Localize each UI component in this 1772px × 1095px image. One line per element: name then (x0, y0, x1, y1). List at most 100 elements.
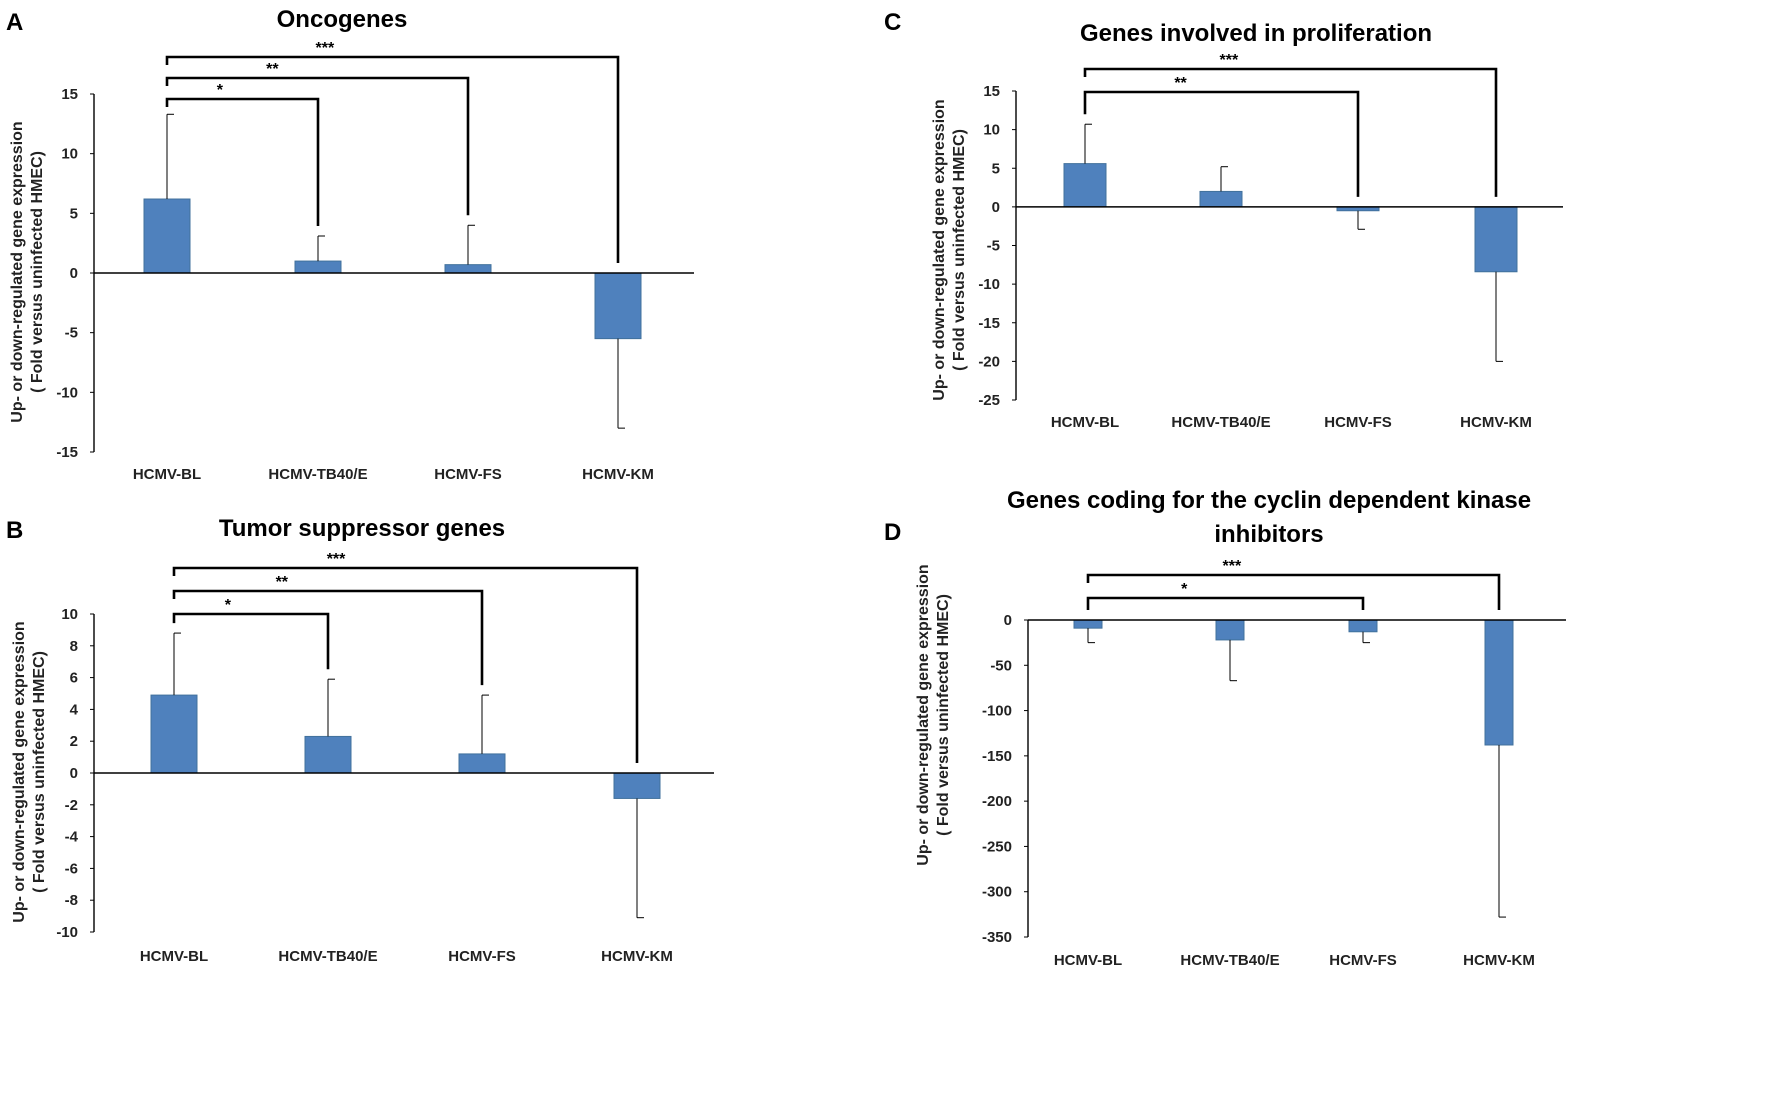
y-axis-label-line2: ( Fold versus uninfected HMEC) (951, 129, 968, 371)
chart-panel-b: Tumor suppressor genes Up- or down-regul… (11, 515, 714, 965)
bar-hcmv-bl (143, 198, 191, 274)
bar-hcmv-km (1484, 619, 1514, 746)
chart-title-line2: inhibitors (1214, 521, 1323, 548)
panel-letter-d: D (884, 519, 901, 546)
y-tick-label: 0 (70, 265, 78, 282)
x-category-label: HCMV-FS (1324, 414, 1392, 431)
bar-hcmv-tb40-e (304, 735, 352, 774)
y-tick-label: -300 (982, 884, 1012, 901)
significance-bracket (1083, 67, 1498, 197)
y-axis-label-line2: ( Fold versus uninfected HMEC) (29, 151, 46, 393)
y-axis-label-line1: Up- or down-regulated gene expression (915, 564, 932, 865)
significance-label: * (217, 82, 224, 99)
y-tick-label: 15 (61, 86, 78, 103)
y-tick-label: -100 (982, 703, 1012, 720)
bar-hcmv-tb40-e (1215, 619, 1245, 641)
y-tick-label: -5 (987, 238, 1000, 255)
y-tick-label: -2 (65, 797, 78, 814)
bar-hcmv-bl (150, 694, 198, 774)
y-tick-label: -15 (56, 444, 78, 461)
significance-label: ** (1174, 75, 1187, 92)
y-tick-label: 0 (992, 199, 1000, 216)
x-category-label: HCMV-KM (1460, 414, 1532, 431)
y-axis-label-line1: Up- or down-regulated gene expression (11, 621, 28, 922)
y-axis-label-line1: Up- or down-regulated gene expression (9, 121, 26, 422)
significance-bracket (1086, 596, 1365, 610)
bar-hcmv-bl (1063, 163, 1107, 208)
y-tick-label: -8 (65, 892, 78, 909)
y-tick-label: -25 (978, 392, 1000, 409)
significance-label: * (225, 597, 232, 614)
chart-title: Tumor suppressor genes (219, 515, 505, 542)
y-axis-label-line2: ( Fold versus uninfected HMEC) (31, 651, 48, 893)
significance-bracket (165, 97, 320, 227)
y-tick-label: -5 (65, 325, 78, 342)
y-tick-label: -4 (65, 829, 79, 846)
y-tick-label: -10 (56, 924, 78, 941)
panel-letter-c: C (884, 9, 901, 36)
y-tick-label: -350 (982, 929, 1012, 946)
bar-hcmv-bl (1073, 619, 1103, 629)
y-tick-label: -200 (982, 793, 1012, 810)
significance-bracket (165, 55, 620, 263)
chart-panel-a: Oncogenes Up- or down-regulated gene exp… (9, 6, 694, 483)
bar-hcmv-km (594, 272, 642, 340)
x-category-label: HCMV-TB40/E (278, 948, 377, 965)
significance-bracket (172, 566, 639, 763)
y-tick-label: 4 (70, 701, 79, 718)
y-tick-label: -10 (978, 276, 1000, 293)
x-category-label: HCMV-BL (1054, 952, 1122, 969)
panel-letter-b: B (6, 517, 23, 544)
significance-bracket (172, 612, 330, 670)
y-tick-label: -250 (982, 838, 1012, 855)
significance-label: * (1181, 581, 1188, 598)
x-category-label: HCMV-BL (133, 466, 201, 483)
y-tick-label: 10 (983, 122, 1000, 139)
y-tick-label: 15 (983, 83, 1000, 100)
y-tick-label: 2 (70, 733, 78, 750)
chart-title: Oncogenes (277, 6, 408, 33)
chart-panel-d: Genes coding for the cyclin dependent ki… (915, 487, 1566, 969)
x-category-label: HCMV-TB40/E (1180, 952, 1279, 969)
x-category-label: HCMV-KM (582, 466, 654, 483)
significance-label: *** (327, 551, 346, 568)
significance-bracket (1083, 90, 1360, 197)
bar-hcmv-tb40-e (294, 260, 342, 274)
y-axis-label-line2: ( Fold versus uninfected HMEC) (935, 594, 952, 836)
x-category-label: HCMV-FS (1329, 952, 1397, 969)
y-tick-label: 5 (992, 160, 1000, 177)
bar-hcmv-km (1474, 206, 1518, 273)
y-tick-label: 6 (70, 670, 78, 687)
significance-label: *** (1220, 52, 1239, 69)
significance-label: *** (316, 40, 335, 57)
significance-label: ** (276, 574, 289, 591)
bar-hcmv-tb40-e (1199, 190, 1243, 208)
x-category-label: HCMV-FS (434, 466, 502, 483)
x-category-label: HCMV-BL (140, 948, 208, 965)
panel-letter-a: A (6, 9, 23, 36)
bar-hcmv-fs (458, 753, 506, 774)
bar-hcmv-fs (444, 264, 492, 274)
significance-label: *** (1223, 558, 1242, 575)
y-tick-label: 0 (1004, 612, 1012, 629)
x-category-label: HCMV-KM (1463, 952, 1535, 969)
significance-bracket (1086, 573, 1501, 610)
y-tick-label: 0 (70, 765, 78, 782)
y-tick-label: -10 (56, 384, 78, 401)
y-tick-label: 10 (61, 146, 78, 163)
significance-bracket (172, 589, 484, 686)
x-category-label: HCMV-TB40/E (268, 466, 367, 483)
chart-title-line1: Genes coding for the cyclin dependent ki… (1007, 487, 1531, 514)
y-tick-label: -6 (65, 860, 78, 877)
y-axis-label-line1: Up- or down-regulated gene expression (931, 99, 948, 400)
significance-bracket (165, 76, 470, 216)
x-category-label: HCMV-TB40/E (1171, 414, 1270, 431)
bar-hcmv-km (613, 772, 661, 799)
y-tick-label: 10 (61, 606, 78, 623)
y-tick-label: 8 (70, 638, 78, 655)
chart-title: Genes involved in proliferation (1080, 20, 1432, 47)
x-category-label: HCMV-BL (1051, 414, 1119, 431)
y-tick-label: -15 (978, 315, 1000, 332)
y-tick-label: -20 (978, 353, 1000, 370)
